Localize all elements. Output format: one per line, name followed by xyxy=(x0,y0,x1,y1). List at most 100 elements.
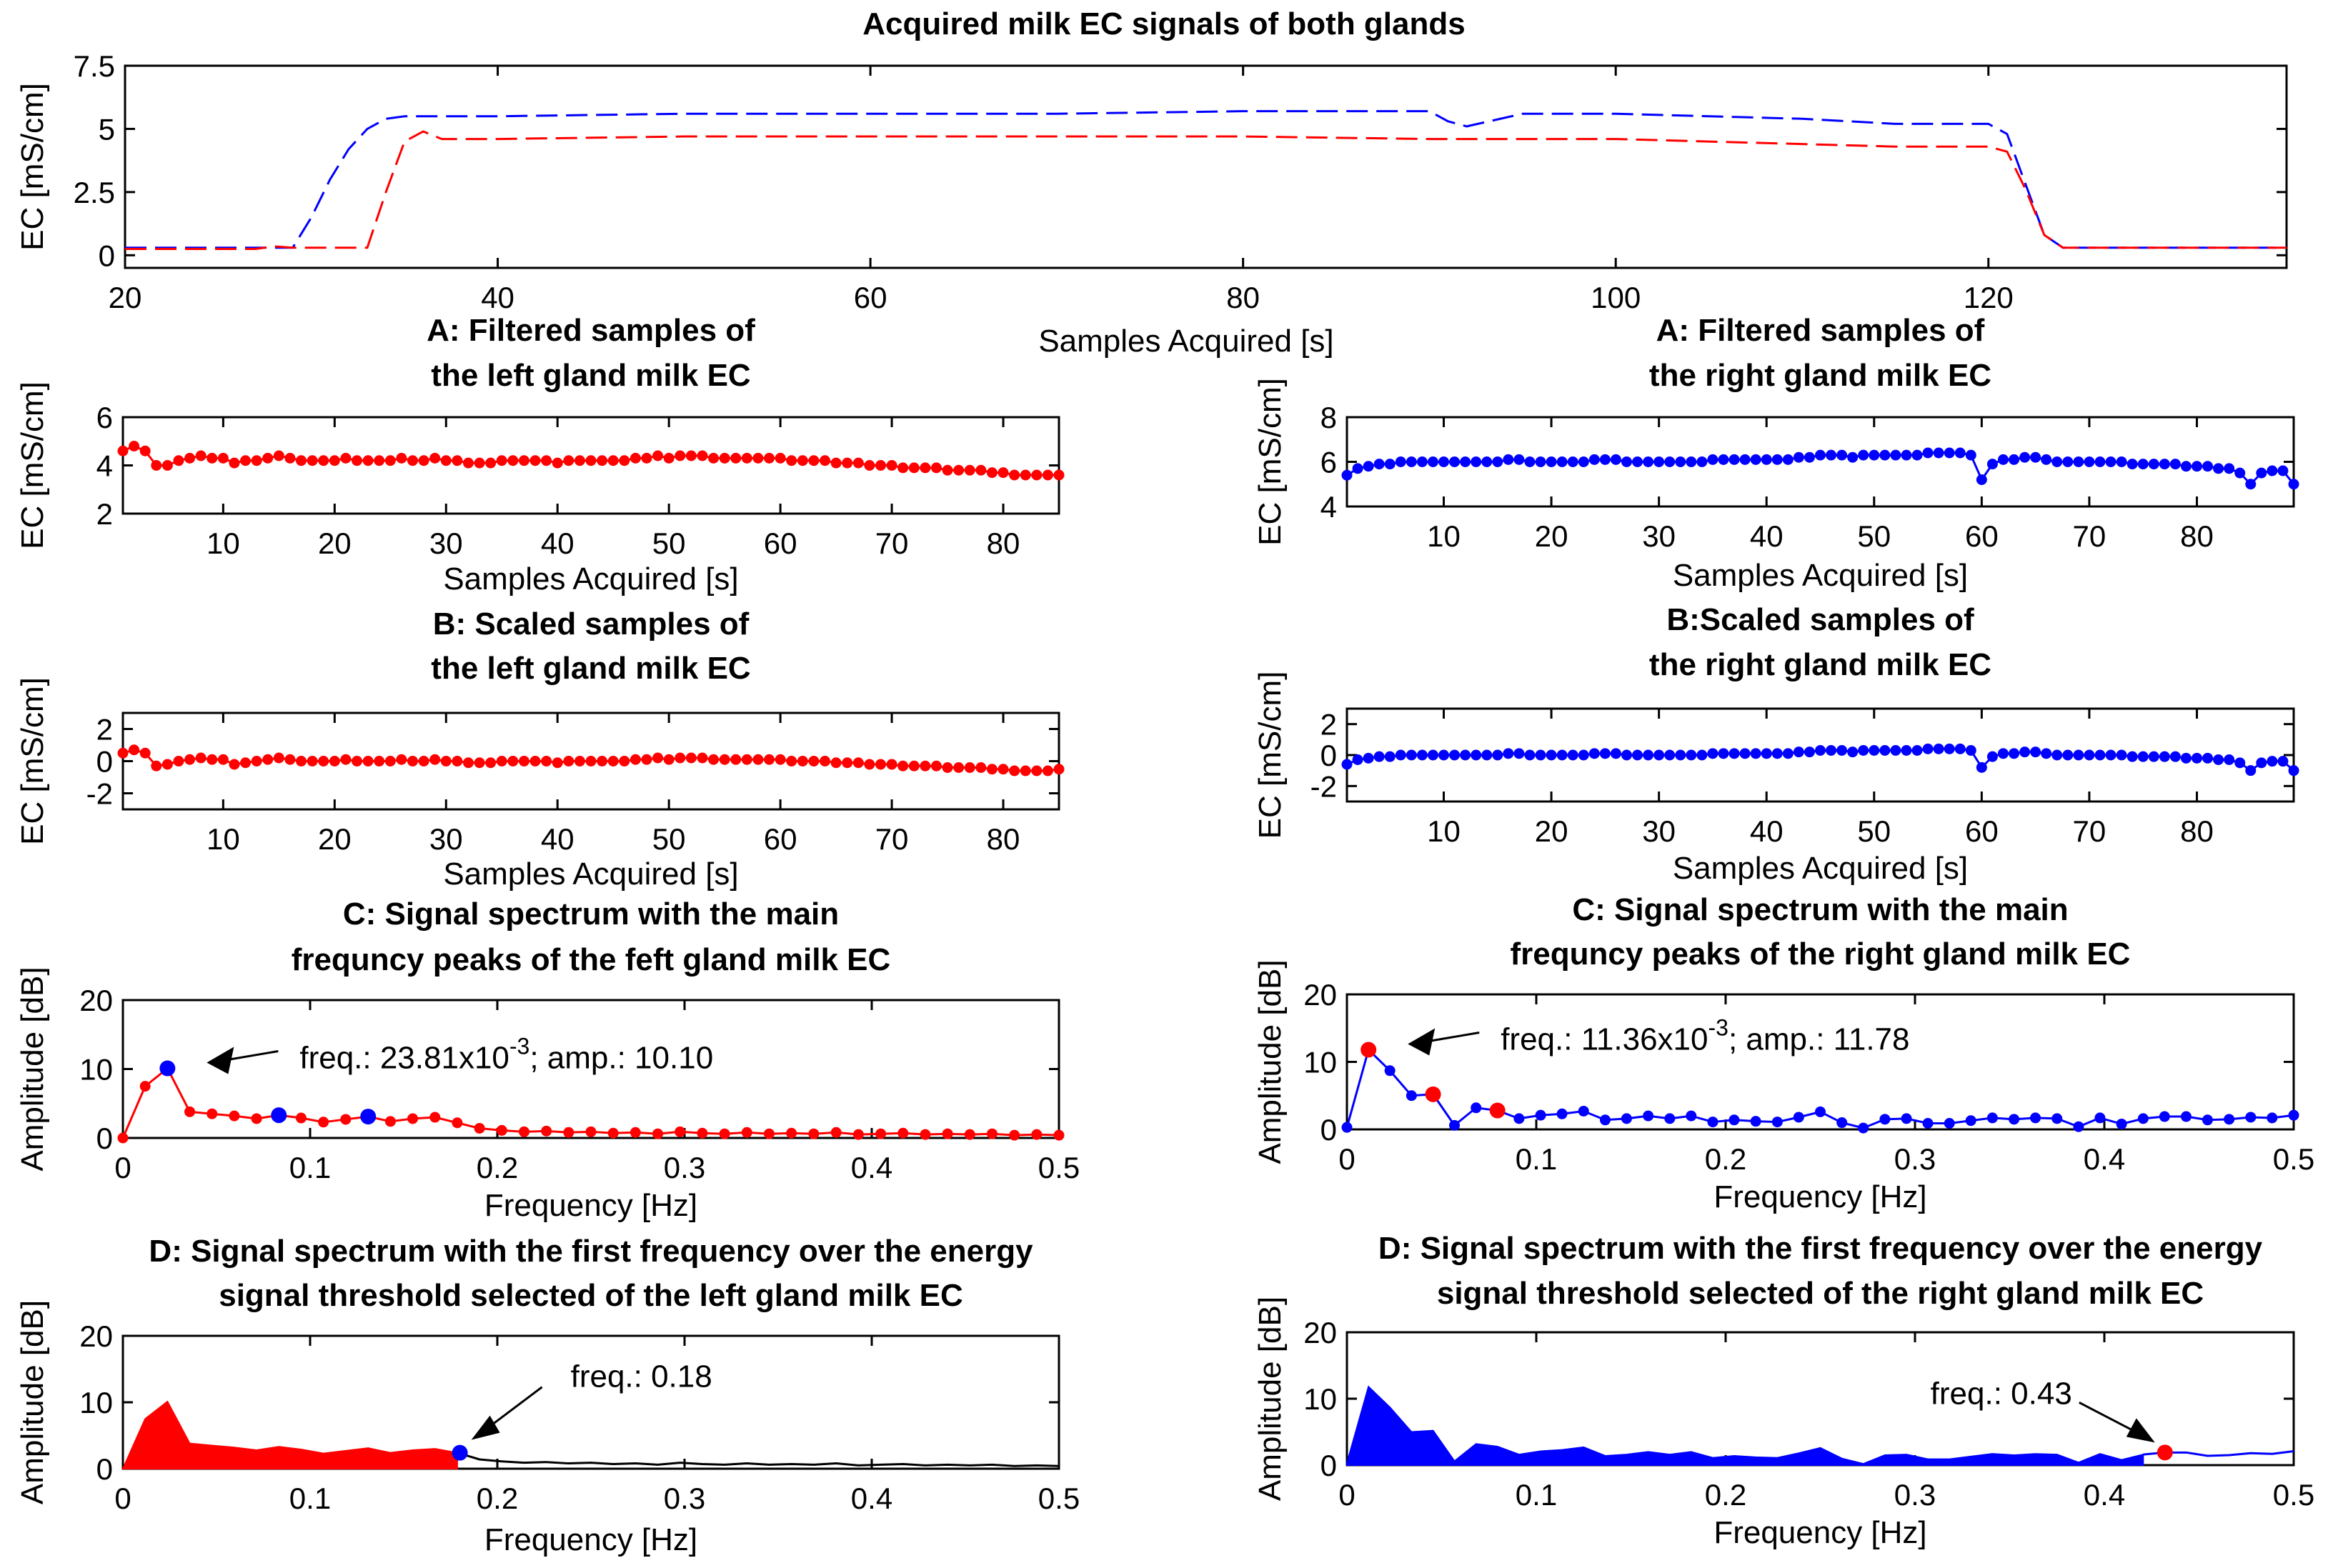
data-point xyxy=(1761,454,1772,465)
data-point xyxy=(240,455,252,466)
data-point xyxy=(752,452,764,464)
data-point xyxy=(563,1127,574,1138)
data-point xyxy=(1976,761,1987,773)
data-point xyxy=(1686,456,1697,467)
data-point xyxy=(786,1127,797,1139)
x-tick-label: 20 xyxy=(318,822,352,856)
data-point xyxy=(1373,751,1385,762)
plot-area xyxy=(121,1400,1060,1469)
data-point xyxy=(1911,745,1923,756)
data-point xyxy=(1836,1117,1848,1129)
data-point xyxy=(1793,451,1804,463)
data-point xyxy=(2224,463,2235,474)
data-point xyxy=(1664,749,1676,761)
data-point xyxy=(1567,456,1578,467)
data-point xyxy=(2094,1112,2106,1124)
data-point xyxy=(1373,459,1385,470)
data-point xyxy=(2051,1113,2063,1124)
data-point xyxy=(1922,1117,1934,1129)
data-point xyxy=(1728,748,1740,759)
data-point xyxy=(563,756,574,766)
data-point xyxy=(1933,447,1944,459)
data-point xyxy=(2105,456,2116,467)
data-point xyxy=(897,1127,909,1139)
y-tick-label: 0 xyxy=(1320,739,1337,772)
data-point xyxy=(1535,749,1546,761)
data-point xyxy=(607,455,619,466)
data-point xyxy=(1771,748,1783,759)
data-point xyxy=(1009,765,1020,776)
data-point xyxy=(1986,459,1998,470)
data-point xyxy=(151,460,162,471)
data-point xyxy=(1944,447,1955,459)
data-point xyxy=(507,455,519,466)
data-point xyxy=(2073,456,2084,467)
x-tick-label: 0.2 xyxy=(477,1482,518,1515)
data-point xyxy=(207,452,218,464)
x-tick-label: 0.3 xyxy=(1894,1478,1936,1512)
chart-title: frequncy peaks of the feft gland milk EC xyxy=(292,942,891,977)
x-tick-label: 0.5 xyxy=(1038,1482,1080,1515)
annotation-arrowhead xyxy=(1408,1028,1436,1056)
data-point xyxy=(1621,456,1632,467)
data-point xyxy=(842,757,853,769)
data-point xyxy=(1471,1102,1482,1114)
data-point xyxy=(1588,454,1600,465)
data-point xyxy=(2288,1109,2299,1121)
data-point xyxy=(173,455,184,466)
data-point xyxy=(930,462,942,474)
x-tick-label: 30 xyxy=(1642,814,1676,848)
data-point xyxy=(1546,749,1557,761)
y-tick-label: 0 xyxy=(1320,1113,1337,1147)
chart-B-left: B: Scaled samples of the left gland milk … xyxy=(15,606,1065,892)
chart-title: Acquired milk EC signals of both glands xyxy=(862,6,1465,41)
data-point xyxy=(541,756,552,766)
spectrum-line xyxy=(457,1452,1060,1467)
chart-title: A: Filtered samples of xyxy=(427,313,755,348)
data-point xyxy=(1890,745,1901,756)
data-point xyxy=(1836,745,1848,756)
data-point xyxy=(1020,765,1031,776)
data-point xyxy=(1707,748,1718,759)
y-axis-label: EC [mS/cm] xyxy=(15,381,50,549)
data-point xyxy=(1847,451,1859,463)
data-point xyxy=(2116,749,2127,761)
x-tick-label: 0.1 xyxy=(289,1482,331,1515)
data-point xyxy=(708,754,720,765)
data-point xyxy=(384,1116,396,1127)
data-point xyxy=(652,1128,664,1139)
data-point xyxy=(920,1129,931,1140)
data-point xyxy=(485,457,497,469)
data-point xyxy=(864,759,875,770)
data-point xyxy=(1901,745,1912,756)
data-point xyxy=(207,754,218,765)
data-point xyxy=(2224,1114,2235,1125)
x-tick-label: 0.4 xyxy=(851,1151,892,1184)
data-point xyxy=(897,462,909,474)
data-point xyxy=(708,452,720,464)
data-point xyxy=(139,1081,151,1092)
x-tick-label: 100 xyxy=(1591,281,1641,314)
data-point xyxy=(786,455,797,466)
data-point xyxy=(1053,469,1065,481)
data-point xyxy=(986,467,998,479)
data-point xyxy=(998,467,1009,479)
data-point xyxy=(2224,754,2235,765)
data-point xyxy=(741,754,752,765)
data-point xyxy=(2180,1111,2192,1122)
data-point xyxy=(886,759,897,770)
plot-area xyxy=(117,744,1065,776)
data-point xyxy=(1513,454,1525,465)
data-point xyxy=(775,754,786,765)
data-point xyxy=(1427,749,1438,761)
y-tick-label: 10 xyxy=(79,1386,113,1419)
data-point xyxy=(1933,743,1944,754)
data-point xyxy=(1901,449,1912,461)
data-point xyxy=(675,1126,686,1137)
data-point xyxy=(1546,456,1557,467)
x-axis-label: Samples Acquired [s] xyxy=(443,857,738,892)
data-point xyxy=(1481,456,1493,467)
data-point xyxy=(384,455,396,466)
data-point xyxy=(184,1106,196,1117)
data-point xyxy=(407,455,418,466)
